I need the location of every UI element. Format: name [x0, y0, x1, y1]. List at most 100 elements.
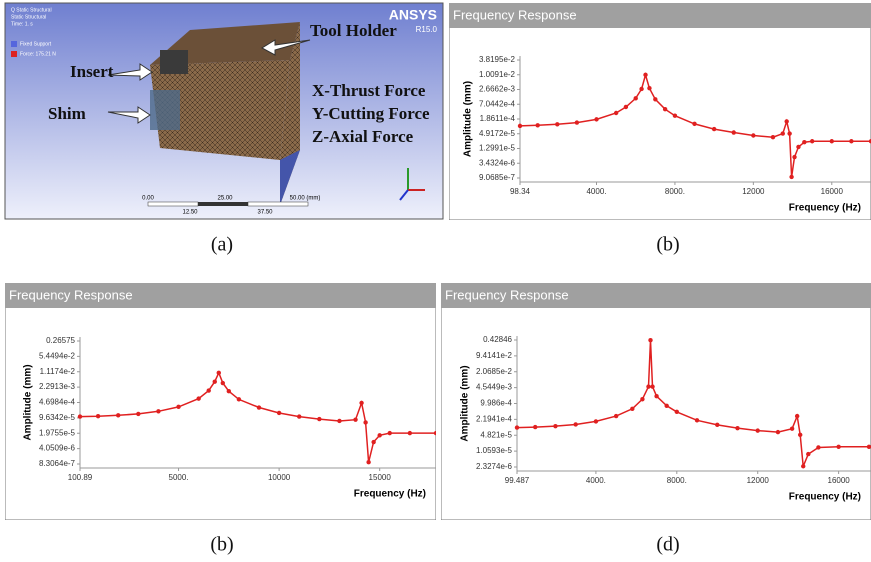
shim [150, 90, 180, 130]
data-point [434, 431, 438, 435]
insert [160, 50, 188, 74]
y-tick-label: 1.8611e-4 [480, 114, 516, 123]
data-point [663, 107, 667, 111]
callout: Y-Cutting Force [312, 104, 430, 123]
legend-swatch [11, 41, 17, 47]
data-point [650, 384, 654, 388]
data-point [221, 381, 225, 385]
chart-panel: Frequency Response 0.26575 5.4494e-2 1.1174… [5, 283, 438, 520]
y-tick-label: 3.8195e-2 [479, 55, 516, 64]
scale-bar [198, 202, 248, 206]
x-tick-label: 4000. [586, 187, 606, 196]
chart-panel: Frequency Response3.8195e-21.0091e-22.66… [449, 3, 871, 220]
y-tick-label: 1.9755e-5 [39, 428, 76, 437]
y-tick-label: 4.5449e-3 [476, 383, 513, 392]
x-tick-label: 8000. [667, 476, 687, 485]
y-tick-label: 2.2913e-3 [39, 382, 76, 391]
x-axis-label: Frequency (Hz) [789, 203, 861, 214]
x-axis-label: Frequency (Hz) [789, 492, 861, 503]
data-point [810, 139, 814, 143]
data-point [751, 133, 755, 137]
data-point [408, 431, 412, 435]
data-point [790, 427, 794, 431]
scale-label: 0.00 [142, 196, 154, 202]
x-axis-label: Frequency (Hz) [354, 489, 426, 500]
data-point [535, 123, 539, 127]
data-point [802, 140, 806, 144]
data-point [277, 411, 281, 415]
y-tick-label: 9.4141e-2 [476, 351, 513, 360]
data-point [695, 418, 699, 422]
data-point [735, 426, 739, 430]
y-tick-label: 4.821e-5 [480, 430, 512, 439]
data-point [196, 396, 200, 400]
y-tick-label: 5.4494e-2 [39, 351, 76, 360]
y-tick-label: 1.0091e-2 [479, 70, 516, 79]
data-point [771, 135, 775, 139]
y-tick-label: 0.42846 [483, 335, 512, 344]
y-tick-label: 1.1174e-2 [40, 367, 76, 376]
data-point [78, 414, 82, 418]
caption: (b) [656, 234, 679, 256]
callout: X-Thrust Force [312, 81, 426, 100]
data-point [237, 397, 241, 401]
y-tick-label: 1.2991e-5 [479, 144, 516, 153]
data-point [624, 105, 628, 109]
data-point [715, 423, 719, 427]
data-point [136, 412, 140, 416]
data-point [614, 111, 618, 115]
data-point [806, 452, 810, 456]
x-tick-label: 12000 [742, 187, 765, 196]
data-point [653, 97, 657, 101]
chart-panel: Frequency Response0.428469.4141e-22.0685… [441, 283, 871, 520]
data-point [156, 409, 160, 413]
y-tick-label: 4.6984e-4 [39, 398, 76, 407]
data-point [337, 419, 341, 423]
y-tick-label: 9.6342e-5 [39, 413, 76, 422]
y-tick-label: 8.3064e-7 [39, 459, 76, 468]
data-point [213, 380, 217, 384]
data-point [116, 413, 120, 417]
data-point [673, 114, 677, 118]
data-point [801, 464, 805, 468]
data-point [756, 428, 760, 432]
data-point [654, 394, 658, 398]
y-tick-label: 0.26575 [46, 336, 75, 345]
chart-title: Frequency Response [9, 287, 133, 302]
data-point [594, 419, 598, 423]
caption: (b) [210, 534, 233, 556]
x-tick-label: 5000. [169, 473, 189, 482]
data-point [830, 139, 834, 143]
x-tick-label: 15000 [369, 473, 392, 482]
data-point [363, 420, 367, 424]
data-point [257, 405, 261, 409]
data-point [227, 389, 231, 393]
model-title: Q Static Structural [11, 7, 52, 13]
data-point [664, 404, 668, 408]
callout: Shim [48, 104, 86, 123]
data-point [784, 119, 788, 123]
data-point [792, 155, 796, 159]
y-tick-label: 4.0509e-6 [39, 444, 76, 453]
data-point [176, 405, 180, 409]
chart-title: Frequency Response [445, 287, 569, 302]
data-point [630, 407, 634, 411]
data-point [371, 440, 375, 444]
data-point [388, 431, 392, 435]
legend-swatch [11, 51, 17, 57]
scale-label: 37.50 [257, 210, 273, 216]
caption: (d) [656, 534, 679, 556]
y-axis-label: Amplitude (mm) [460, 365, 471, 441]
data-point [732, 130, 736, 134]
data-point [634, 96, 638, 100]
x-tick-label: 12000 [747, 476, 770, 485]
data-point [646, 384, 650, 388]
x-tick-label: 100.89 [68, 473, 93, 482]
x-tick-label: 16000 [821, 187, 844, 196]
data-point [816, 445, 820, 449]
scale-label: 25.00 [217, 196, 233, 202]
model-subtitle: Static Structural [11, 14, 46, 20]
data-point [317, 417, 321, 421]
data-point [297, 414, 301, 418]
data-point [639, 87, 643, 91]
